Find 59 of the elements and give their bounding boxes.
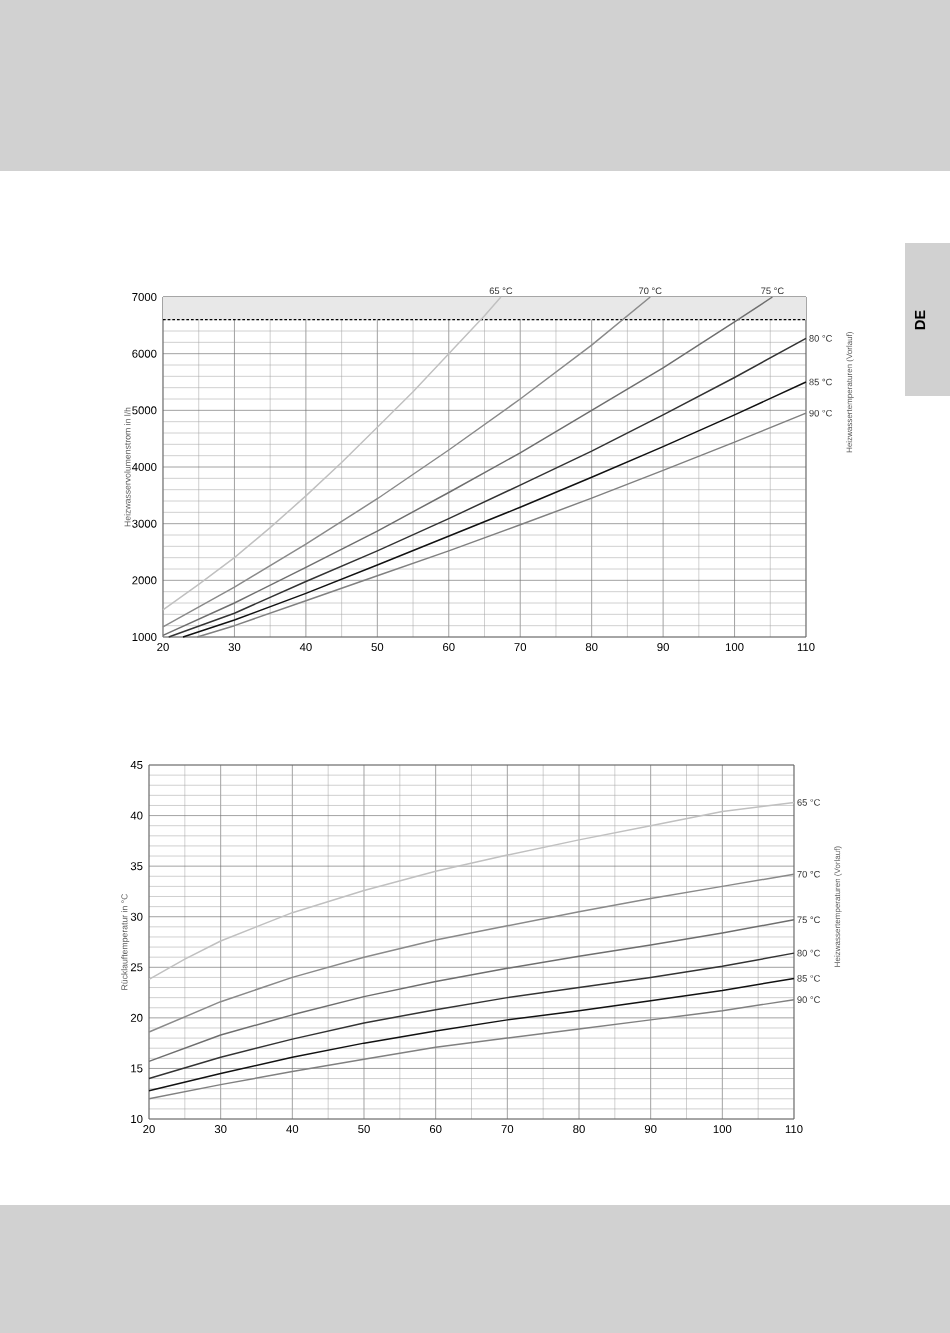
y-tick-label: 20	[130, 1013, 143, 1022]
series-label: 90 °C	[797, 996, 821, 1003]
y-axis-title: Heizwasservolumenstrom in l/h	[124, 407, 131, 527]
y-tick-label: 45	[130, 761, 143, 769]
y-tick-label: 5000	[132, 406, 157, 415]
series-label: 75 °C	[761, 287, 784, 295]
x-tick-label: 40	[299, 643, 312, 652]
y-tick-label: 2000	[132, 576, 157, 585]
line-series	[148, 952, 795, 1080]
x-tick-label: 20	[157, 643, 169, 652]
series-label: 65 °C	[489, 287, 513, 295]
y-axis-title: Rücklauftemperatur in °C	[121, 893, 130, 990]
x-tick-label: 60	[429, 1125, 442, 1134]
y-tick-label: 1000	[132, 633, 157, 642]
series-label: 85 °C	[809, 378, 833, 386]
line-series	[162, 296, 651, 628]
x-tick-label: 100	[725, 643, 744, 652]
x-tick-label: 30	[228, 643, 241, 652]
y-tick-label: 35	[130, 862, 143, 871]
x-tick-label: 80	[573, 1125, 585, 1134]
x-tick-label: 30	[214, 1125, 227, 1134]
line-series	[148, 998, 795, 1100]
x-tick-label: 70	[501, 1125, 514, 1134]
y-tick-label: 7000	[132, 293, 157, 302]
y-tick-label: 15	[131, 1064, 143, 1073]
series-label: 65 °C	[797, 799, 821, 806]
line-series	[162, 296, 502, 611]
series-label: 70 °C	[797, 870, 821, 878]
y-tick-label: 4000	[131, 463, 157, 472]
y-tick-label: 30	[130, 912, 143, 921]
x-tick-label: 110	[785, 1125, 803, 1134]
x-tick-label: 110	[797, 643, 815, 652]
x-tick-label: 90	[657, 643, 669, 652]
line-series	[167, 337, 807, 638]
x-tick-label: 40	[286, 1125, 299, 1134]
text: DE	[914, 310, 926, 330]
line-series	[148, 801, 795, 981]
x-tick-label: 80	[585, 643, 598, 652]
series-label: 85 °C	[797, 975, 821, 982]
y-tick-label: 6000	[132, 349, 157, 358]
x-tick-label: 50	[371, 643, 384, 652]
x-tick-label: 90	[644, 1125, 657, 1134]
series-label: 75 °C	[797, 916, 821, 924]
series-label: 80 °C	[809, 335, 833, 342]
y-tick-label: 10	[131, 1115, 143, 1124]
x-tick-label: 50	[358, 1125, 370, 1134]
x-tick-label: 70	[514, 643, 527, 652]
legend-title: Heizwassertemperaturen (Vorlauf)	[846, 332, 854, 453]
series-label: 80 °C	[797, 949, 821, 957]
y-tick-label: 40	[130, 811, 143, 820]
x-tick-label: 60	[443, 643, 455, 652]
line-series	[148, 873, 795, 1033]
series-label: 70 °C	[639, 287, 662, 295]
legend-title: Heizwassertemperaturen (Vorlauf)	[834, 846, 842, 967]
y-tick-label: 3000	[132, 519, 157, 528]
x-tick-label: 100	[713, 1125, 732, 1134]
line-series	[148, 977, 795, 1092]
y-tick-label: 25	[130, 963, 143, 972]
series-label: 90 °C	[809, 409, 833, 417]
